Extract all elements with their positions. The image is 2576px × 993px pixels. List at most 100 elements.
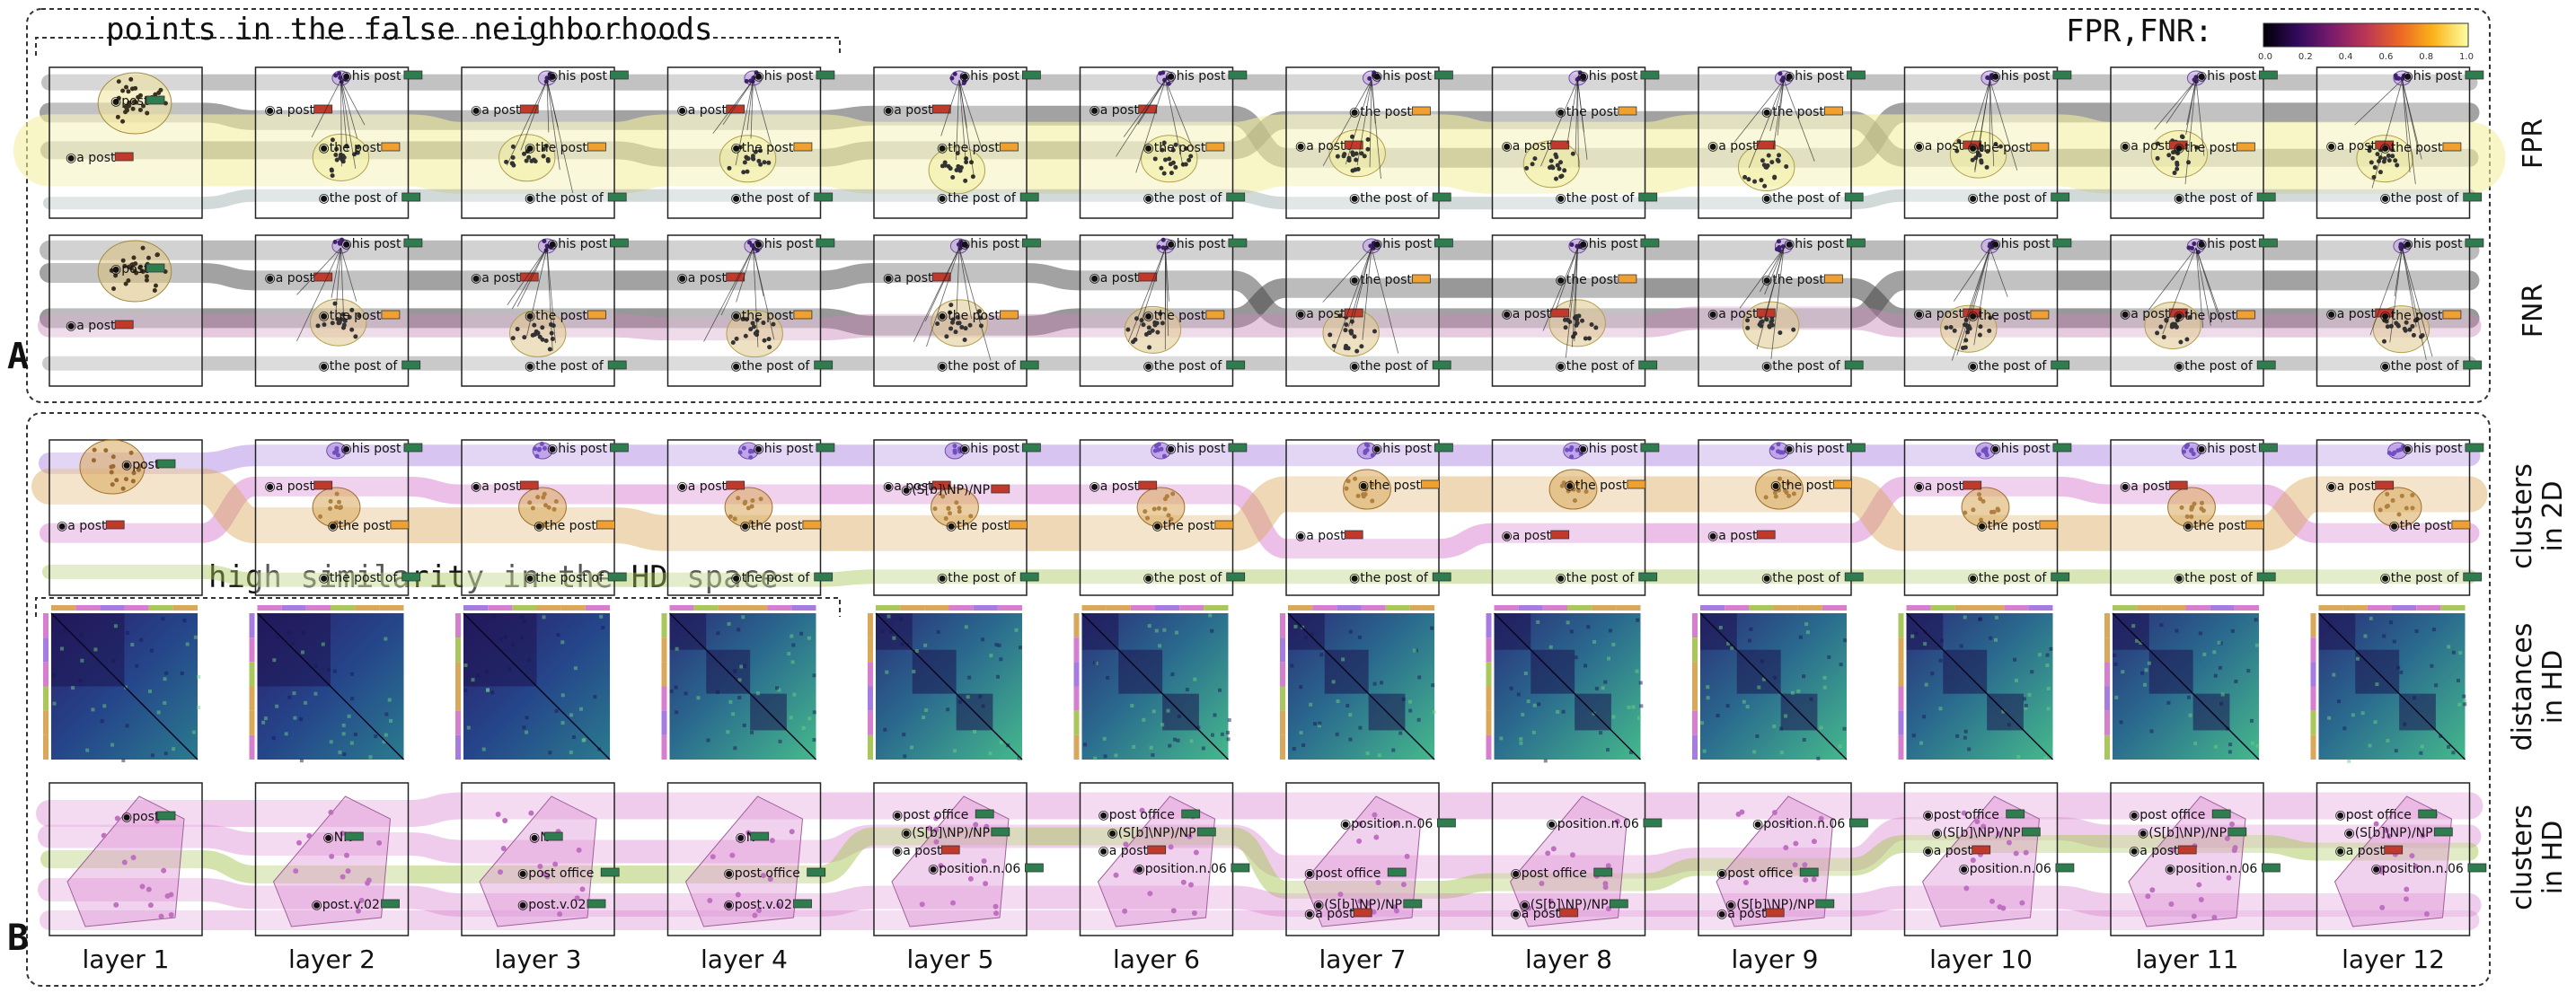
heatmap-noise [1317,724,1321,728]
layer-label: layer 8 [1525,945,1612,974]
cluster-point [963,178,968,183]
cluster-point [2379,904,2386,910]
label-tag [610,70,629,80]
point-label: ◉a post [1090,479,1140,494]
label-tag [931,104,951,114]
point-label: ◉post [121,458,160,472]
heatmap-noise [1730,646,1734,650]
point-label: ◉the post [1761,105,1824,119]
heatmap-noise [1938,658,1943,663]
label-tag [2261,863,2280,873]
heatmap-strip-top [1725,605,1750,611]
point-label: ◉the post of [319,191,399,206]
point-label: ◉his post [2403,442,2463,456]
cluster-point [1777,153,1782,158]
cluster-point [2382,156,2387,162]
label-tag [1756,140,1776,150]
label-tag [726,480,745,490]
heatmap-strip-top [1081,605,1107,611]
heatmap-diagonal [1081,612,1230,760]
row-label-fpr: FPR [2518,119,2549,169]
cluster-hull [891,795,1010,927]
distance-heatmap [1486,605,1644,763]
heatmap-noise [1752,750,1757,754]
cluster-point [1998,144,2004,149]
heatmap-noise [275,704,279,708]
neighbor-edge [2402,247,2417,327]
heatmap-noise [2045,663,2050,668]
cluster-point [2155,155,2160,161]
neighbor-edge [1165,79,1184,167]
colorbar [2263,22,2469,48]
cluster-point [2180,135,2185,140]
cluster-point [2395,75,2401,81]
cluster-point [751,75,756,81]
neighbor-edge [1989,79,2018,171]
label-tag [1640,70,1660,80]
heatmap-noise [300,650,304,655]
label-tag [1618,106,1637,116]
cluster-point [2404,886,2410,892]
heatmap-noise [2447,645,2451,649]
cluster-point [329,168,334,173]
cluster-point [1961,810,1967,816]
cluster-point [707,897,713,903]
cluster-point [515,326,520,331]
clustershd-tile: ◉post office◉(S[b]\NP)/NP◉a post◉positio… [1903,782,2075,936]
cluster-point [1139,807,1145,813]
heatmap-noise [1603,680,1608,684]
heatmap-noise [1816,756,1821,760]
point-label: ◉a post [1502,307,1552,321]
label-tag [1550,308,1570,318]
cluster-point [537,334,543,339]
neighbor-edge [2195,247,2211,326]
cluster-point [761,321,766,326]
label-tag [2442,142,2462,152]
label-tag [1844,360,1864,370]
neighbor-edge [1137,79,1166,125]
cluster-point [745,505,751,511]
heatmap-noise [1365,751,1370,755]
label-tag [2228,827,2247,837]
label-tag [1756,530,1776,540]
heatmap-noise [93,647,98,652]
cluster-point [530,505,535,511]
cluster-point [2170,848,2176,854]
cluster-point [541,495,546,500]
cluster-point [946,505,951,511]
heatmap-noise [1556,709,1560,714]
cluster-point [933,839,940,845]
heatmap-noise [347,714,351,718]
clustershd-tile: ◉post [49,782,203,936]
heatmap-noise [1978,617,1982,621]
cluster-point [940,494,946,499]
fpr-tile: ◉his post◉a post◉the post◉the post of [2110,66,2278,219]
point-label: ◉post office [2129,808,2205,822]
heatmap-noise [2144,668,2148,672]
point-label: ◉(S[b]\NP)/NP [1107,826,1196,840]
cluster-point [2404,320,2409,325]
cluster-point [355,150,360,155]
neighbor-edge [511,247,548,310]
cluster-point [1376,75,1381,80]
heatmap-noise [674,685,678,690]
neighbor-edge [506,79,548,166]
heatmap-noise [2451,751,2456,755]
cluster-point [953,330,958,335]
layer-label: layer 9 [1732,945,1819,974]
heatmap-noise [1290,663,1294,668]
cluster-point [2211,914,2218,920]
cluster-point [133,261,138,267]
cluster-point [1162,506,1168,512]
neighbor-edge [2402,79,2416,184]
cluster-point [2190,505,2195,510]
heatmap-noise [1914,631,1919,636]
label-tag [2039,520,2059,530]
cluster-point [1558,160,1564,165]
cluster-point [1970,857,1976,864]
label-tag [2055,863,2075,873]
heatmap-noise [812,710,816,715]
cluster-point [133,85,138,91]
heatmap-noise [1796,689,1801,693]
heatmap-noise [463,663,468,667]
